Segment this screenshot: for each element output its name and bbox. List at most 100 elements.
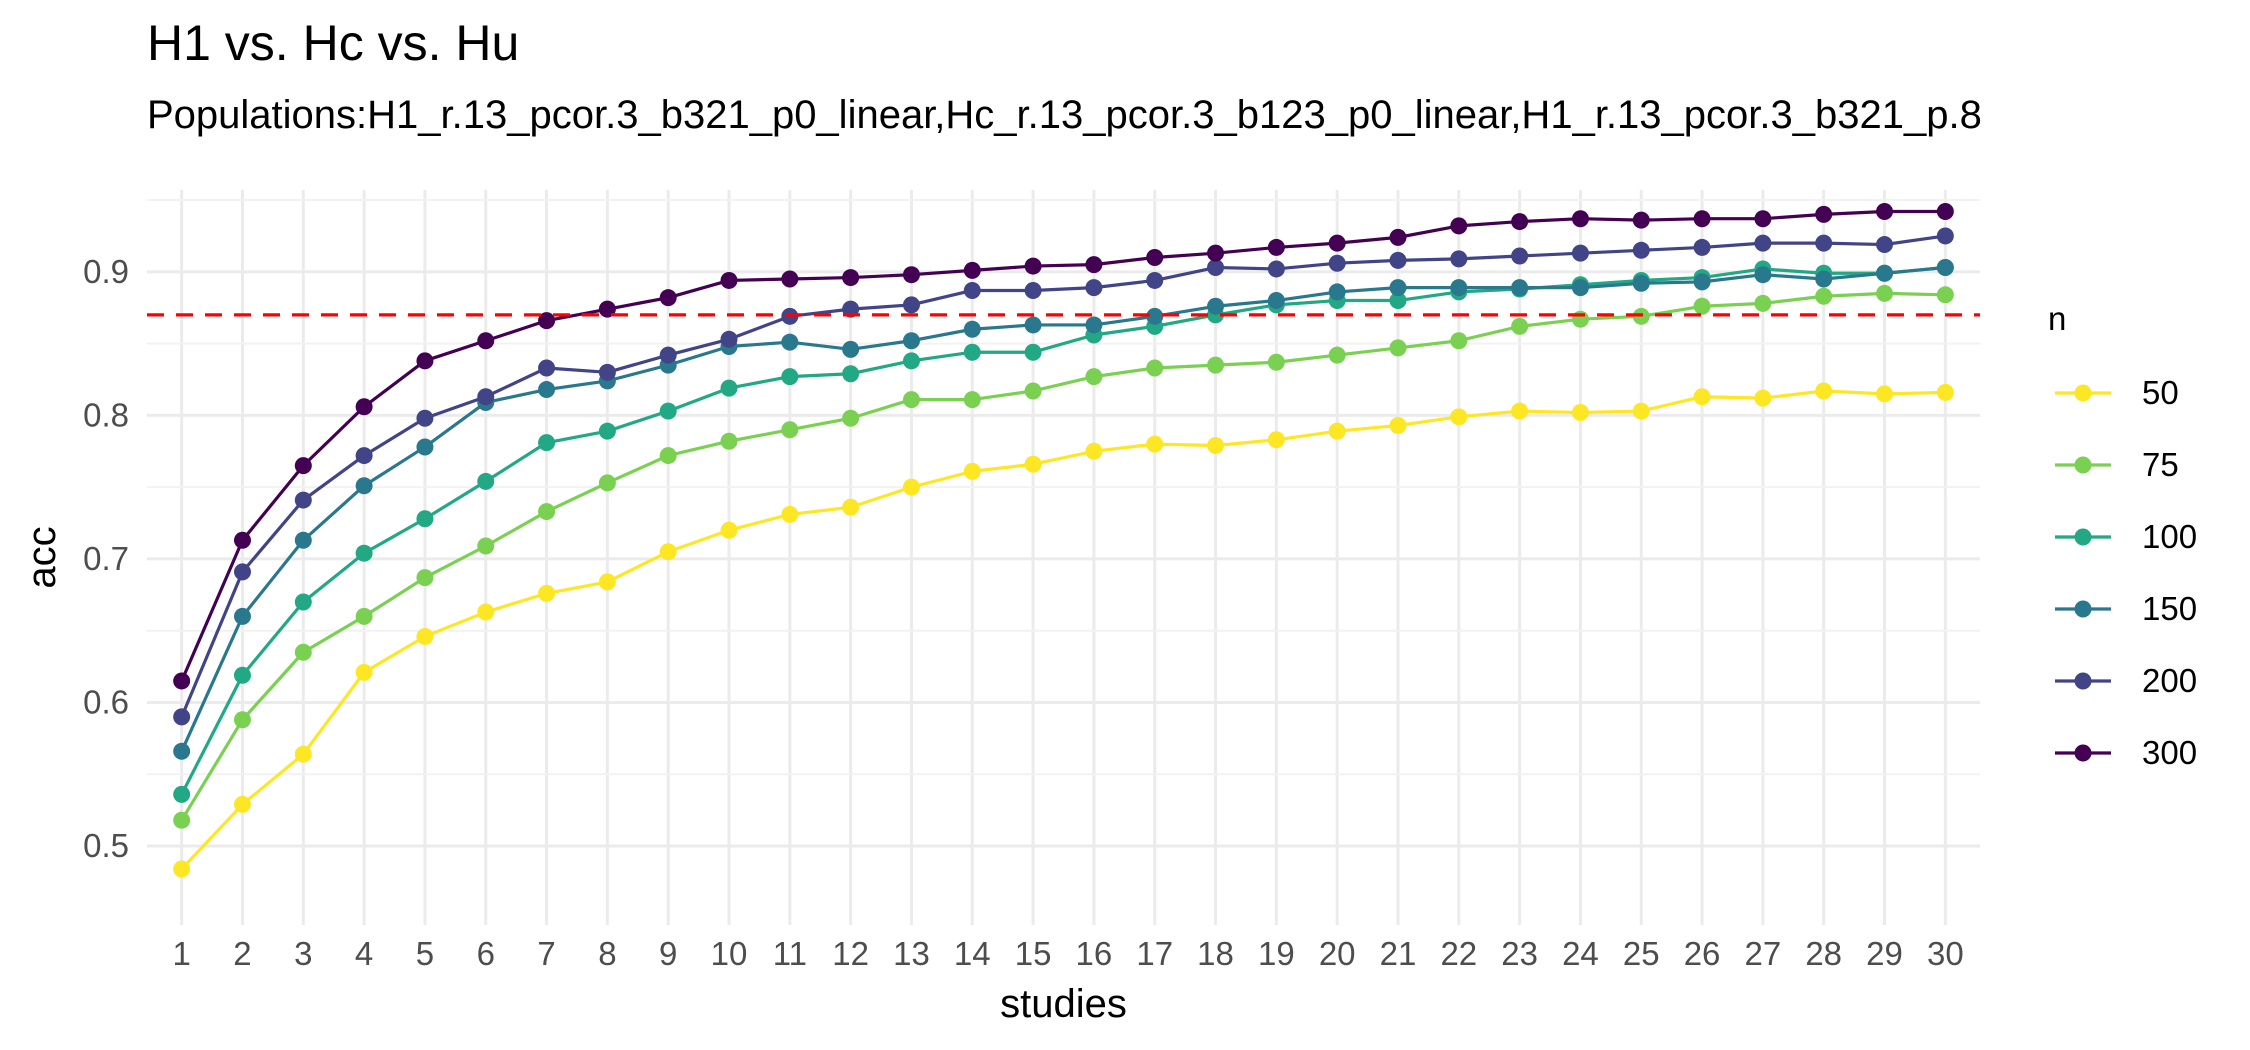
data-point (1328, 283, 1346, 301)
data-point (173, 785, 191, 803)
data-point (416, 627, 434, 645)
data-point (781, 368, 799, 386)
x-tick-label: 19 (1258, 935, 1295, 972)
data-point (842, 340, 860, 358)
data-point (1389, 292, 1407, 310)
data-point (1085, 442, 1103, 460)
data-point (902, 391, 920, 409)
x-tick-label: 22 (1440, 935, 1477, 972)
y-tick-label: 0.6 (83, 683, 129, 720)
series-line-100 (180, 265, 1946, 796)
data-point (1207, 437, 1225, 455)
legend-key-point (2074, 528, 2092, 546)
data-point (720, 432, 738, 450)
legend-label: 200 (2142, 662, 2197, 699)
data-point (598, 422, 616, 440)
data-point (598, 363, 616, 381)
data-point (1207, 259, 1225, 277)
legend-key-point (2074, 672, 2092, 690)
data-point (1024, 281, 1042, 299)
data-point (477, 472, 495, 490)
data-point (963, 343, 981, 361)
data-point (173, 742, 191, 760)
data-point (1754, 210, 1772, 228)
data-point (233, 607, 251, 625)
legend-label: 150 (2142, 590, 2197, 627)
x-tick-label: 10 (711, 935, 748, 972)
legend-item-100: 100 (2055, 518, 2197, 555)
data-point (598, 474, 616, 492)
data-point (355, 398, 373, 416)
data-point (1632, 241, 1650, 259)
data-point (963, 261, 981, 279)
data-point (233, 531, 251, 549)
data-point (173, 811, 191, 829)
data-point (1207, 244, 1225, 262)
data-point (294, 745, 312, 763)
data-point (173, 708, 191, 726)
data-point (963, 281, 981, 299)
data-point (1632, 274, 1650, 292)
data-point (1511, 317, 1529, 335)
series-line-75 (180, 291, 1946, 822)
data-point (1450, 332, 1468, 350)
data-point (1632, 402, 1650, 420)
data-point (1267, 238, 1285, 256)
data-point (1876, 284, 1894, 302)
data-point (781, 421, 799, 439)
data-point (1632, 211, 1650, 229)
data-point (477, 603, 495, 621)
x-tick-label: 2 (233, 935, 251, 972)
legend-label: 75 (2142, 446, 2179, 483)
x-axis-title: studies (1000, 982, 1127, 1026)
data-point (1876, 264, 1894, 282)
x-tick-label: 23 (1501, 935, 1538, 972)
chart-title: H1 vs. Hc vs. Hu (147, 15, 519, 71)
data-point (294, 457, 312, 475)
series-50 (173, 382, 1954, 878)
y-tick-label: 0.5 (83, 827, 129, 864)
series-300 (173, 203, 1954, 690)
series-100 (173, 259, 1954, 803)
data-point (1876, 236, 1894, 254)
data-point (1876, 203, 1894, 221)
data-point (842, 498, 860, 516)
x-tick-label: 5 (416, 935, 434, 972)
x-tick-label: 13 (893, 935, 930, 972)
data-point (1146, 271, 1164, 289)
data-point (1754, 266, 1772, 284)
data-point (1024, 343, 1042, 361)
x-tick-label: 30 (1927, 935, 1964, 972)
data-point (1571, 244, 1589, 262)
data-point (1571, 210, 1589, 228)
data-point (416, 569, 434, 587)
data-point (538, 312, 556, 330)
data-point (1693, 388, 1711, 406)
data-point (1024, 382, 1042, 400)
legend-label: 300 (2142, 734, 2197, 771)
data-point (1450, 217, 1468, 235)
x-tick-label: 15 (1015, 935, 1052, 972)
data-point (233, 666, 251, 684)
x-tick-label: 17 (1136, 935, 1173, 972)
data-point (963, 391, 981, 409)
data-point (1571, 279, 1589, 297)
y-tick-label: 0.7 (83, 540, 129, 577)
data-point (659, 402, 677, 420)
data-point (842, 365, 860, 383)
data-point (173, 860, 191, 878)
data-point (416, 510, 434, 528)
data-point (720, 271, 738, 289)
x-tick-label: 26 (1684, 935, 1721, 972)
data-point (294, 593, 312, 611)
data-point (1146, 359, 1164, 377)
data-point (538, 584, 556, 602)
legend-item-150: 150 (2055, 590, 2197, 627)
data-point (1267, 292, 1285, 310)
x-tick-label: 11 (773, 935, 807, 972)
data-point (173, 672, 191, 690)
data-point (1207, 297, 1225, 315)
legend-key-point (2074, 384, 2092, 402)
data-point (355, 663, 373, 681)
